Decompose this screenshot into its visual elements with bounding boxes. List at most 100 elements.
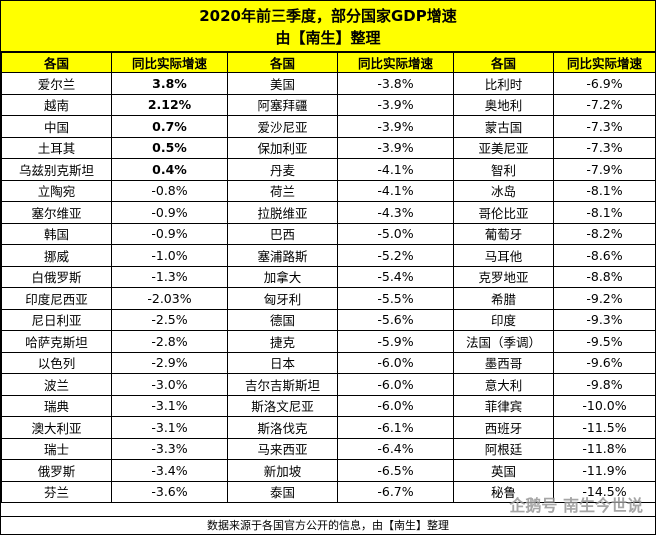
header-country-2: 各国 bbox=[227, 52, 338, 73]
growth-cell: -4.3% bbox=[337, 201, 454, 224]
country-cell: 印度尼西亚 bbox=[1, 287, 112, 310]
country-cell: 希腊 bbox=[453, 287, 554, 310]
growth-cell: -2.5% bbox=[111, 308, 228, 331]
growth-cell: -2.9% bbox=[111, 351, 228, 374]
country-cell: 泰国 bbox=[227, 480, 338, 503]
growth-cell: -4.1% bbox=[337, 179, 454, 202]
table-body: 各国 同比实际增速 各国 同比实际增速 各国 同比实际增速 爱尔兰 3.8% 美国 -… bbox=[1, 52, 656, 503]
header-country-1: 各国 bbox=[1, 52, 112, 73]
country-cell: 蒙古国 bbox=[453, 115, 554, 138]
table-row: 立陶宛 -0.8% 荷兰 -4.1% 冰岛 -8.1% bbox=[1, 179, 656, 202]
growth-cell: -3.9% bbox=[337, 136, 454, 159]
growth-cell: -2.03% bbox=[111, 287, 228, 310]
country-cell: 挪威 bbox=[1, 244, 112, 267]
country-cell: 瑞典 bbox=[1, 394, 112, 417]
country-cell: 斯洛文尼亚 bbox=[227, 394, 338, 417]
country-cell: 美国 bbox=[227, 72, 338, 95]
country-cell: 乌兹别克斯坦 bbox=[1, 158, 112, 181]
country-cell: 匈牙利 bbox=[227, 287, 338, 310]
country-cell: 白俄罗斯 bbox=[1, 265, 112, 288]
country-cell: 阿根廷 bbox=[453, 437, 554, 460]
table-row: 波兰 -3.0% 吉尔吉斯斯坦 -6.0% 意大利 -9.8% bbox=[1, 373, 656, 396]
growth-cell: -11.5% bbox=[553, 416, 656, 439]
growth-cell: -6.0% bbox=[337, 351, 454, 374]
growth-cell: -3.1% bbox=[111, 416, 228, 439]
country-cell: 丹麦 bbox=[227, 158, 338, 181]
gdp-growth-table: 各国 同比实际增速 各国 同比实际增速 各国 同比实际增速 爱尔兰 3.8% 美国 -… bbox=[1, 52, 656, 503]
table-row: 土耳其 0.5% 保加利亚 -3.9% 亚美尼亚 -7.3% bbox=[1, 136, 656, 159]
country-cell: 土耳其 bbox=[1, 136, 112, 159]
growth-cell: -3.4% bbox=[111, 459, 228, 482]
country-cell: 拉脱维亚 bbox=[227, 201, 338, 224]
growth-cell: -0.9% bbox=[111, 222, 228, 245]
growth-cell: -7.9% bbox=[553, 158, 656, 181]
growth-cell: -9.8% bbox=[553, 373, 656, 396]
growth-cell: -3.8% bbox=[337, 72, 454, 95]
country-cell: 塞浦路斯 bbox=[227, 244, 338, 267]
growth-cell: -3.1% bbox=[111, 394, 228, 417]
country-cell: 克罗地亚 bbox=[453, 265, 554, 288]
growth-cell: -7.3% bbox=[553, 136, 656, 159]
header-growth-1: 同比实际增速 bbox=[111, 52, 228, 73]
growth-cell: -3.3% bbox=[111, 437, 228, 460]
country-cell: 冰岛 bbox=[453, 179, 554, 202]
title-line-1: 2020年前三季度，部分国家GDP增速 bbox=[199, 7, 457, 25]
country-cell: 爱沙尼亚 bbox=[227, 115, 338, 138]
growth-cell: -3.6% bbox=[111, 480, 228, 503]
country-cell: 韩国 bbox=[1, 222, 112, 245]
growth-cell: -4.1% bbox=[337, 158, 454, 181]
country-cell: 以色列 bbox=[1, 351, 112, 374]
growth-cell: -6.0% bbox=[337, 373, 454, 396]
header-growth-2: 同比实际增速 bbox=[337, 52, 454, 73]
growth-cell: -5.2% bbox=[337, 244, 454, 267]
growth-cell: -8.1% bbox=[553, 201, 656, 224]
country-cell: 英国 bbox=[453, 459, 554, 482]
table-row: 澳大利亚 -3.1% 斯洛伐克 -6.1% 西班牙 -11.5% bbox=[1, 416, 656, 439]
country-cell: 秘鲁 bbox=[453, 480, 554, 503]
table-row: 哈萨克斯坦 -2.8% 捷克 -5.9% 法国（季调） -9.5% bbox=[1, 330, 656, 353]
growth-cell: -6.0% bbox=[337, 394, 454, 417]
country-cell: 斯洛伐克 bbox=[227, 416, 338, 439]
growth-cell: -1.0% bbox=[111, 244, 228, 267]
country-cell: 保加利亚 bbox=[227, 136, 338, 159]
country-cell: 中国 bbox=[1, 115, 112, 138]
country-cell: 法国（季调） bbox=[453, 330, 554, 353]
table-row: 印度尼西亚 -2.03% 匈牙利 -5.5% 希腊 -9.2% bbox=[1, 287, 656, 310]
growth-cell: -3.0% bbox=[111, 373, 228, 396]
country-cell: 葡萄牙 bbox=[453, 222, 554, 245]
table-title: 2020年前三季度，部分国家GDP增速 由【南生】整理 bbox=[1, 1, 655, 52]
table-row: 瑞士 -3.3% 马来西亚 -6.4% 阿根廷 -11.8% bbox=[1, 437, 656, 460]
country-cell: 新加坡 bbox=[227, 459, 338, 482]
growth-cell: -14.5% bbox=[553, 480, 656, 503]
country-cell: 爱尔兰 bbox=[1, 72, 112, 95]
country-cell: 瑞士 bbox=[1, 437, 112, 460]
country-cell: 阿塞拜疆 bbox=[227, 93, 338, 116]
source-footer: 数据来源于各国官方公开的信息，由【南生】整理 bbox=[1, 516, 655, 534]
table-row: 以色列 -2.9% 日本 -6.0% 墨西哥 -9.6% bbox=[1, 351, 656, 374]
growth-cell: -3.9% bbox=[337, 115, 454, 138]
country-cell: 亚美尼亚 bbox=[453, 136, 554, 159]
table-row: 中国 0.7% 爱沙尼亚 -3.9% 蒙古国 -7.3% bbox=[1, 115, 656, 138]
table-row: 芬兰 -3.6% 泰国 -6.7% 秘鲁 -14.5% bbox=[1, 480, 656, 503]
country-cell: 日本 bbox=[227, 351, 338, 374]
table-row: 白俄罗斯 -1.3% 加拿大 -5.4% 克罗地亚 -8.8% bbox=[1, 265, 656, 288]
header-growth-3: 同比实际增速 bbox=[553, 52, 656, 73]
country-cell: 比利时 bbox=[453, 72, 554, 95]
growth-cell: -6.4% bbox=[337, 437, 454, 460]
growth-cell: -5.4% bbox=[337, 265, 454, 288]
header-country-3: 各国 bbox=[453, 52, 554, 73]
growth-cell: -5.0% bbox=[337, 222, 454, 245]
country-cell: 印度 bbox=[453, 308, 554, 331]
growth-cell: -5.6% bbox=[337, 308, 454, 331]
growth-cell: -11.9% bbox=[553, 459, 656, 482]
country-cell: 哥伦比亚 bbox=[453, 201, 554, 224]
title-line-2: 由【南生】整理 bbox=[275, 29, 381, 47]
growth-cell: -8.2% bbox=[553, 222, 656, 245]
table-row: 尼日利亚 -2.5% 德国 -5.6% 印度 -9.3% bbox=[1, 308, 656, 331]
growth-cell: -2.8% bbox=[111, 330, 228, 353]
growth-cell: 0.5% bbox=[111, 136, 228, 159]
growth-cell: 0.4% bbox=[111, 158, 228, 181]
country-cell: 澳大利亚 bbox=[1, 416, 112, 439]
growth-cell: -5.9% bbox=[337, 330, 454, 353]
